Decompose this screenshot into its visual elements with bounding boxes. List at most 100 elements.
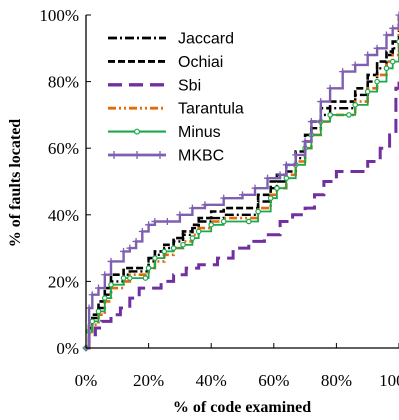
data-point-mkbc	[389, 24, 397, 32]
y-tick-label: 20%	[48, 272, 79, 291]
legend-marker-mkbc	[110, 151, 118, 159]
data-point-mkbc	[282, 161, 290, 169]
y-ticks: 0% 20% 40% 60% 80% 100%	[39, 6, 91, 358]
data-point-minus	[208, 221, 215, 228]
data-point-minus	[195, 228, 202, 235]
data-point-mkbc	[138, 227, 146, 235]
data-point-mkbc	[101, 271, 109, 279]
data-point-mkbc	[126, 244, 134, 252]
data-point-mkbc	[364, 51, 372, 59]
legend-label-minus: Minus	[178, 124, 221, 141]
y-tick-label: 100%	[39, 6, 79, 25]
data-point-minus	[255, 208, 261, 215]
legend-item-mkbc: MKBC	[108, 148, 224, 165]
y-axis-title: % of faults located	[7, 119, 24, 248]
legend-marker-mkbc	[156, 151, 164, 159]
x-tick-label: 0%	[75, 371, 98, 390]
legend-label-mkbc: MKBC	[178, 148, 224, 165]
data-point-minus	[127, 275, 133, 281]
data-point-minus	[108, 281, 114, 288]
data-point-minus	[120, 275, 127, 281]
data-point-mkbc	[85, 304, 93, 312]
data-point-minus	[283, 175, 290, 181]
y-tick-label: 80%	[48, 73, 79, 92]
series-line-tarantula	[86, 28, 399, 350]
data-point-mkbc	[351, 61, 359, 69]
axes	[85, 15, 399, 349]
data-point-mkbc	[176, 211, 184, 219]
data-point-mkbc	[382, 31, 390, 39]
data-point-minus	[161, 248, 168, 255]
data-point-mkbc	[145, 221, 153, 229]
data-point-mkbc	[95, 284, 103, 292]
data-point-minus	[145, 265, 152, 271]
data-point-minus	[95, 308, 102, 315]
data-point-minus	[352, 102, 358, 108]
data-point-mkbc	[317, 98, 325, 106]
x-tick-label: 20%	[133, 371, 164, 390]
legend-item-minus: Minus	[108, 124, 221, 141]
x-tick-label: 100%	[379, 371, 399, 390]
legend-item-jaccard: Jaccard	[108, 31, 234, 48]
y-tick-label: 60%	[48, 139, 79, 158]
x-tick-label: 40%	[196, 371, 227, 390]
legend-label-jaccard: Jaccard	[178, 31, 234, 48]
data-point-minus	[327, 112, 333, 118]
data-point-mkbc	[132, 237, 140, 245]
legend-marker-minus	[134, 128, 141, 135]
data-point-mkbc	[292, 151, 300, 159]
data-point-minus	[274, 185, 280, 191]
series-line-sbi	[86, 81, 399, 350]
data-point-minus	[152, 255, 158, 261]
data-point-mkbc	[201, 201, 209, 209]
legend-label-sbi: Sbi	[178, 77, 201, 94]
data-point-mkbc	[151, 217, 159, 225]
data-point-minus	[267, 195, 274, 201]
legend-marker-mkbc	[133, 151, 141, 159]
x-tick-label: 80%	[321, 371, 352, 390]
data-point-mkbc	[301, 138, 309, 146]
legend-item-sbi: Sbi	[108, 77, 201, 94]
data-point-minus	[245, 218, 252, 225]
data-point-mkbc	[326, 84, 334, 92]
y-tick-label: 0%	[56, 339, 79, 358]
data-point-mkbc	[163, 217, 171, 225]
data-point-minus	[389, 58, 396, 65]
data-point-minus	[142, 275, 149, 281]
series-layer	[82, 11, 399, 352]
x-tick-label: 60%	[258, 371, 289, 390]
legend-label-ochiai: Ochiai	[178, 54, 223, 71]
data-point-mkbc	[220, 194, 228, 202]
series-mkbc	[82, 11, 399, 352]
data-point-mkbc	[251, 184, 259, 192]
data-point-mkbc	[395, 11, 399, 19]
legend-item-ochiai: Ochiai	[108, 54, 223, 71]
data-point-mkbc	[373, 44, 381, 52]
data-point-minus	[364, 88, 371, 95]
data-point-mkbc	[188, 204, 196, 212]
data-point-minus	[220, 218, 227, 225]
data-point-mkbc	[239, 191, 246, 199]
data-point-minus	[346, 112, 352, 118]
data-point-minus	[101, 295, 108, 301]
data-point-minus	[374, 78, 380, 85]
series-line-ochiai	[86, 15, 399, 350]
series-ochiai	[86, 15, 399, 350]
x-axis-title: % of code examined	[173, 399, 311, 416]
data-point-mkbc	[339, 68, 347, 76]
data-point-mkbc	[276, 171, 284, 179]
data-point-mkbc	[88, 291, 96, 299]
y-tick-label: 40%	[48, 206, 79, 225]
data-point-minus	[383, 65, 390, 72]
legend: Jaccard Ochiai Sbi Tarantula Minus MKBC	[108, 31, 244, 165]
data-point-mkbc	[107, 257, 115, 265]
legend-label-tarantula: Tarantula	[178, 101, 244, 118]
data-point-mkbc	[307, 118, 315, 126]
data-point-minus	[180, 241, 186, 248]
data-point-minus	[89, 318, 96, 325]
data-point-mkbc	[120, 247, 128, 255]
data-point-minus	[189, 235, 196, 241]
x-ticks: 0% 20% 40% 60% 80% 100%	[75, 343, 399, 390]
